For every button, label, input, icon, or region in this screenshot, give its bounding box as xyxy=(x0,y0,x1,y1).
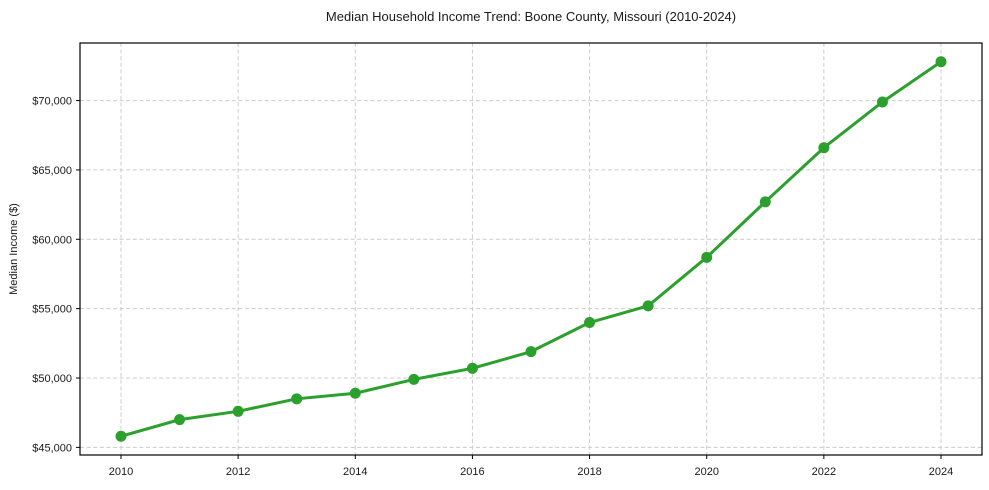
y-tick-label: $55,000 xyxy=(32,304,72,316)
data-point xyxy=(935,56,947,68)
data-point xyxy=(115,430,127,442)
x-tick-label: 2010 xyxy=(109,466,133,478)
data-point xyxy=(291,393,303,405)
data-point xyxy=(584,317,596,329)
data-point xyxy=(349,387,361,399)
data-point xyxy=(876,96,888,108)
data-point xyxy=(174,414,186,426)
y-tick-label: $65,000 xyxy=(32,165,72,177)
x-tick-label: 2016 xyxy=(460,466,484,478)
data-point xyxy=(525,346,537,358)
x-tick-label: 2022 xyxy=(812,466,836,478)
x-tick-label: 2018 xyxy=(577,466,601,478)
data-point xyxy=(408,373,420,385)
data-point xyxy=(701,251,713,263)
x-tick-label: 2014 xyxy=(343,466,367,478)
data-point xyxy=(759,196,771,208)
plot-border xyxy=(79,42,983,456)
data-point xyxy=(466,362,478,374)
y-tick-label: $45,000 xyxy=(32,442,72,454)
x-tick-label: 2012 xyxy=(226,466,250,478)
y-axis-label: Median Income ($) xyxy=(8,203,20,295)
x-tick-label: 2024 xyxy=(929,466,953,478)
data-point xyxy=(642,300,654,312)
chart-title: Median Household Income Trend: Boone Cou… xyxy=(325,9,737,24)
x-tick-label: 2020 xyxy=(694,466,718,478)
y-tick-label: $70,000 xyxy=(32,96,72,108)
y-tick-label: $50,000 xyxy=(32,373,72,385)
data-point xyxy=(818,142,830,154)
trend-line xyxy=(119,60,943,438)
y-tick-label: $60,000 xyxy=(32,234,72,246)
data-point xyxy=(232,405,244,417)
